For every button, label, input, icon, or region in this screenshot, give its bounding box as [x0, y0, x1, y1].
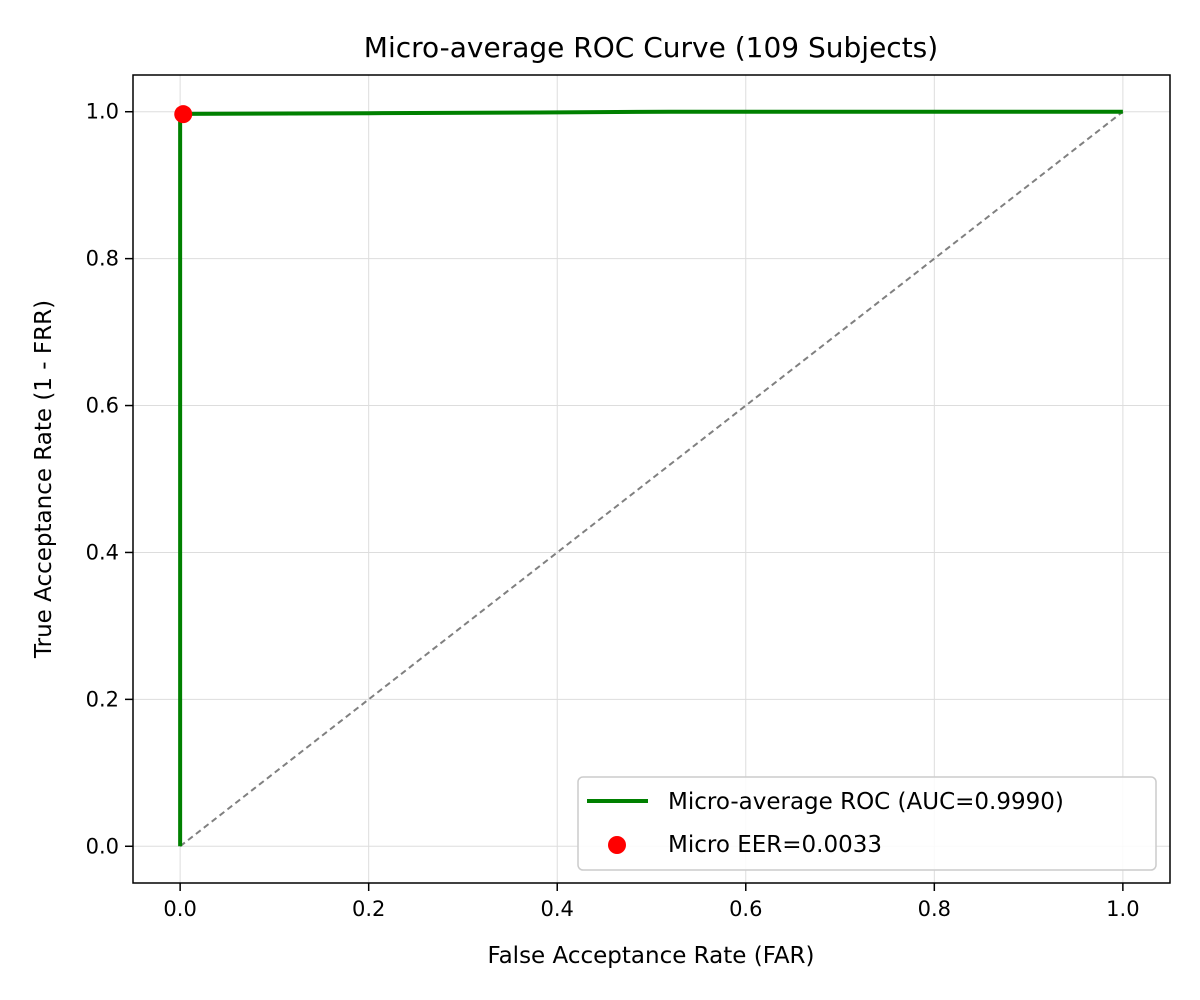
x-axis: 0.0 0.2 0.4 0.6 0.8 1.0: [163, 883, 1140, 921]
y-axis: 0.0 0.2 0.4 0.6 0.8 1.0: [86, 100, 133, 858]
y-tick-label: 0.2: [86, 687, 119, 711]
legend-box: [577, 776, 1157, 871]
x-tick-label: 0.8: [918, 897, 951, 921]
y-axis-label: True Acceptance Rate (1 - FRR): [31, 300, 57, 659]
eer-point: [174, 105, 193, 124]
legend: Micro-average ROC (AUC=0.9990) Micro EER…: [577, 776, 1157, 871]
reference-line: [179, 110, 1124, 848]
y-tick-label: 0.8: [86, 247, 119, 271]
plot-frame: [132, 74, 1171, 884]
x-axis-label: False Acceptance Rate (FAR): [487, 943, 814, 969]
y-tick-label: 0.0: [86, 834, 119, 858]
x-tick-label: 1.0: [1106, 897, 1139, 921]
roc-series: [174, 105, 1123, 847]
x-tick-label: 0.6: [729, 897, 762, 921]
y-tick-label: 0.6: [86, 394, 119, 418]
chance-diagonal-line: [179, 110, 1124, 848]
legend-dot-swatch: [608, 836, 626, 854]
chart-title: Micro-average ROC Curve (109 Subjects): [364, 31, 938, 64]
grid: [133, 75, 1170, 883]
y-tick-label: 0.4: [86, 540, 119, 564]
legend-label-eer: Micro EER=0.0033: [668, 832, 882, 858]
x-tick-label: 0.2: [352, 897, 385, 921]
y-tick-label: 1.0: [86, 100, 119, 124]
x-tick-label: 0.4: [541, 897, 574, 921]
legend-label-roc: Micro-average ROC (AUC=0.9990): [668, 789, 1064, 815]
x-tick-label: 0.0: [163, 897, 196, 921]
